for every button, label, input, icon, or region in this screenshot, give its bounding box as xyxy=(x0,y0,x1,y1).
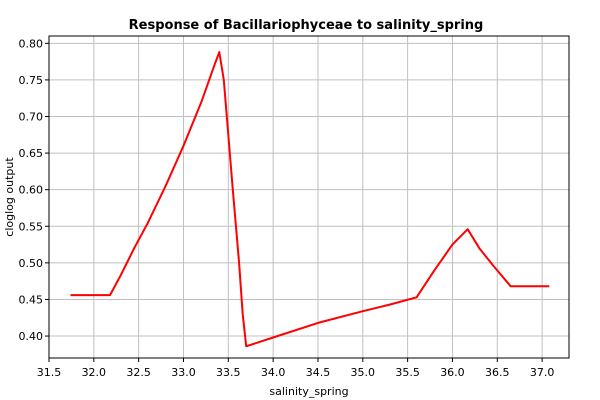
x-axis-ticks: 31.5 32.0 32.5 33.0 33.5 34.0 34.5 35.0 35.5 36.0… xyxy=(37,358,555,379)
y-tick-label: 0.40 xyxy=(19,330,44,343)
plot-frame xyxy=(48,35,570,359)
x-axis-label: salinity_spring xyxy=(269,385,348,398)
x-tick-label: 34.5 xyxy=(306,366,331,379)
x-tick-label: 35.0 xyxy=(351,366,376,379)
x-tick-label: 33.5 xyxy=(216,366,241,379)
chart-title: Response of Bacillariophyceae to salinit… xyxy=(129,18,484,33)
y-tick-label: 0.80 xyxy=(19,37,44,50)
y-tick-label: 0.75 xyxy=(19,74,44,87)
x-tick-label: 31.5 xyxy=(37,366,62,379)
x-tick-label: 33.0 xyxy=(171,366,196,379)
response-curve xyxy=(70,51,550,348)
y-tick-label: 0.70 xyxy=(19,111,44,124)
grid-lines xyxy=(48,36,569,358)
x-tick-label: 32.0 xyxy=(82,366,107,379)
y-tick-label: 0.45 xyxy=(19,293,44,306)
series-line xyxy=(70,51,550,348)
x-tick-label: 36.5 xyxy=(485,366,510,379)
y-tick-label: 0.50 xyxy=(19,257,44,270)
x-tick-label: 34.0 xyxy=(261,366,286,379)
x-tick-label: 36.0 xyxy=(440,366,465,379)
y-axis-label: cloglog output xyxy=(3,157,16,237)
x-tick-label: 32.5 xyxy=(126,366,151,379)
plot-area xyxy=(49,36,569,358)
x-tick-label: 35.5 xyxy=(395,366,420,379)
y-tick-label: 0.65 xyxy=(19,147,44,160)
x-tick-label: 37.0 xyxy=(530,366,555,379)
y-tick-label: 0.55 xyxy=(19,220,44,233)
y-tick-label: 0.60 xyxy=(19,184,44,197)
y-axis-ticks: 0.40 0.45 0.50 0.55 0.60 0.65 0.70 0.75 0.80 xyxy=(19,37,49,343)
